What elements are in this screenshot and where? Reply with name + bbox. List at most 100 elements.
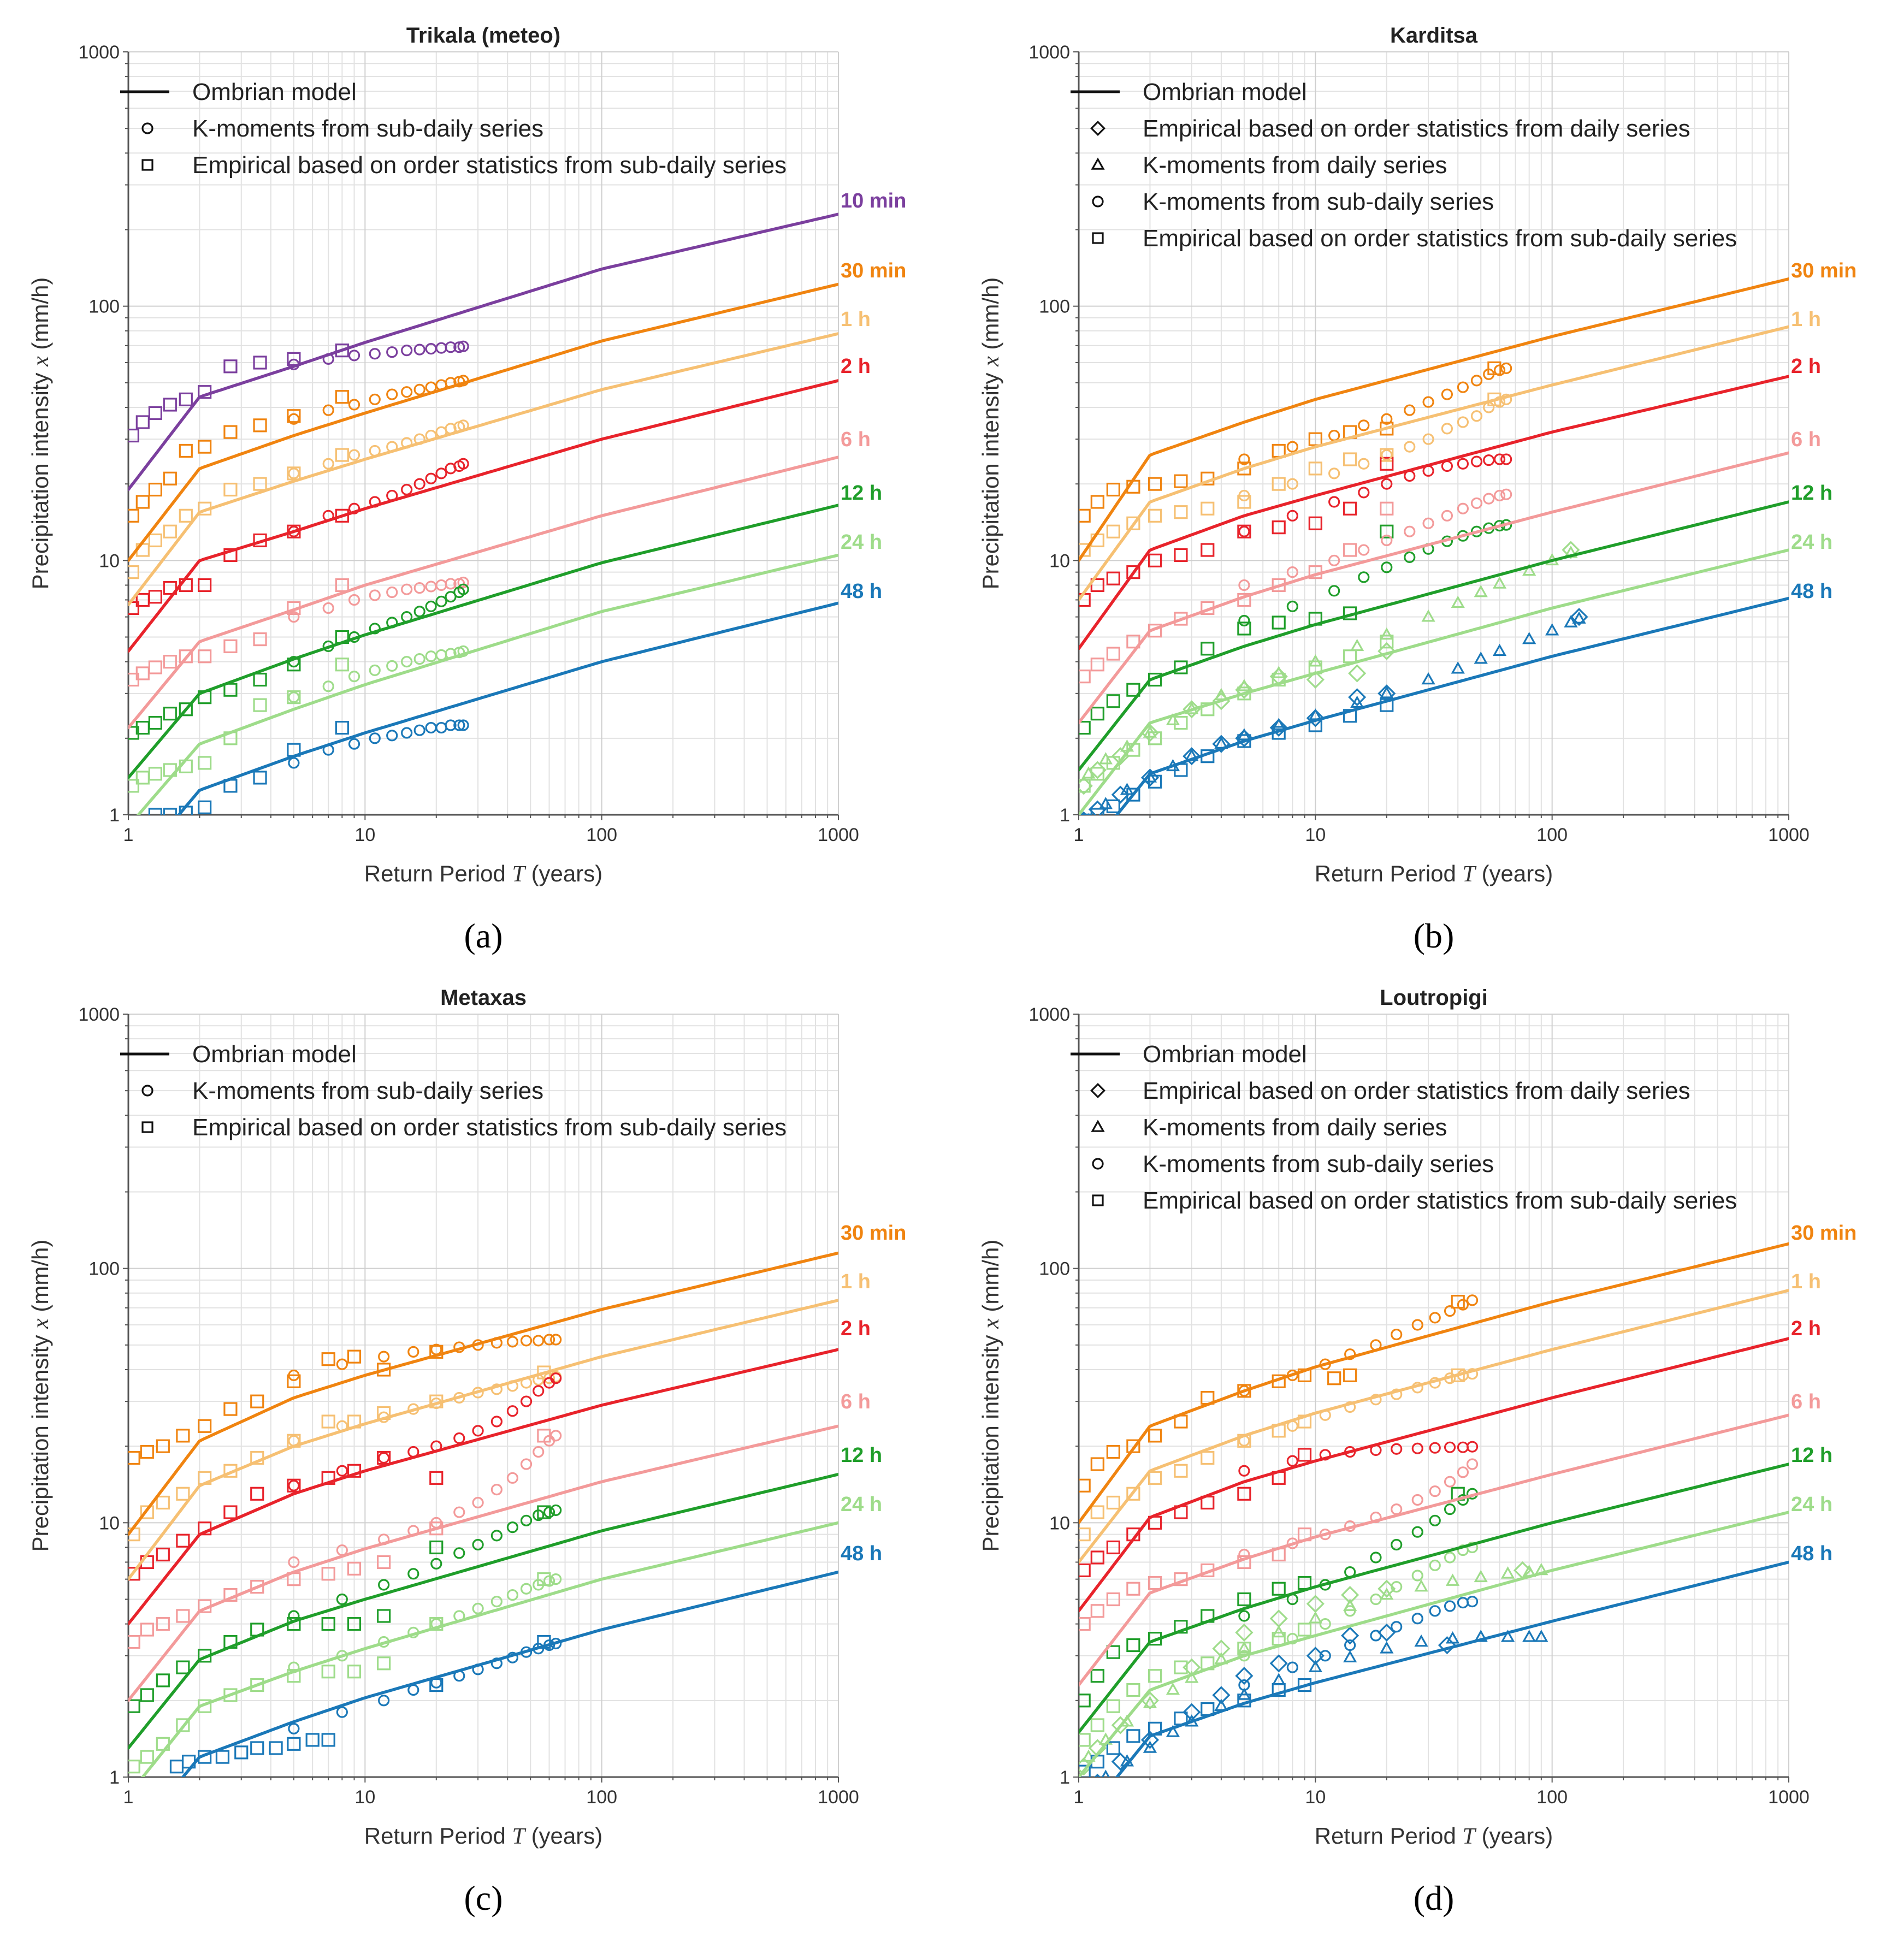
diamond-marker: [1269, 718, 1288, 737]
triangle-marker: [1350, 638, 1364, 652]
circle-marker: [1381, 561, 1393, 573]
x-axis-title: Return Period T (years): [1315, 1823, 1553, 1849]
y-axis-title: Precipitation intensity x (mm/h): [978, 1240, 1004, 1552]
legend-label: Empirical based on order statistics from…: [1143, 1077, 1690, 1104]
legend-item: Ombrian model: [1071, 1041, 1307, 1068]
legend-triangle-icon: [1091, 157, 1105, 170]
diamond-marker: [1570, 608, 1588, 626]
square-marker: [1079, 1527, 1091, 1542]
triangle-marker: [1474, 584, 1488, 597]
series-triangle-24-h: [1081, 1562, 1548, 1762]
circle-marker: [413, 344, 425, 356]
square-marker: [163, 524, 177, 538]
circle-marker: [490, 1595, 502, 1608]
square-marker: [163, 655, 177, 669]
series-square-1-h: [1079, 1368, 1465, 1542]
diamond-marker: [1341, 1626, 1359, 1645]
square-marker: [1126, 787, 1140, 802]
square-marker: [429, 1471, 444, 1485]
circle-marker: [1493, 489, 1506, 502]
model-curve-1-h: [128, 1299, 838, 1581]
square-marker: [1308, 432, 1322, 446]
series-diamond-48-h: [1080, 608, 1588, 815]
circle-marker: [1391, 1621, 1403, 1633]
circle-marker: [1422, 517, 1434, 529]
circle-marker: [386, 346, 398, 358]
triangle-marker: [1143, 1740, 1157, 1753]
circle-marker: [288, 467, 300, 479]
square-marker: [163, 581, 177, 595]
circle-marker: [401, 656, 413, 668]
x-tick-label: 1000: [1768, 1787, 1810, 1808]
y-tick-label: 100: [1039, 297, 1070, 317]
square-marker: [223, 1688, 238, 1702]
model-curve-2-h: [128, 379, 838, 653]
square-marker: [128, 565, 139, 579]
circle-marker: [1466, 1441, 1479, 1453]
circle-marker: [322, 458, 334, 470]
square-marker: [156, 1547, 170, 1562]
circle-marker: [425, 600, 437, 612]
circle-marker: [472, 1602, 484, 1614]
square-marker: [429, 1617, 444, 1631]
diamond-marker: [1378, 642, 1396, 660]
circle-marker: [1391, 1328, 1403, 1341]
square-marker: [1174, 474, 1188, 488]
square-marker: [140, 1623, 154, 1637]
legend-item: Empirical based on order statistics from…: [1092, 1187, 1737, 1214]
square-marker: [253, 356, 267, 370]
y-axis-unit: (mm/h): [27, 1240, 53, 1319]
circle-marker: [490, 1416, 502, 1428]
square-marker: [128, 779, 139, 793]
square-marker: [148, 406, 162, 420]
model-curve-48-h: [181, 1570, 838, 1777]
circle-marker: [288, 1556, 300, 1568]
circle-marker: [1470, 375, 1483, 387]
square-marker: [148, 660, 162, 674]
model-curve-24-h: [136, 553, 838, 815]
model-curve-1-h: [1079, 1289, 1789, 1564]
circle-marker: [413, 582, 425, 594]
circle-marker: [1358, 458, 1370, 470]
circle-marker: [1344, 1639, 1356, 1651]
circle-marker: [1441, 423, 1453, 435]
series-circle-30-min: [1238, 1294, 1479, 1397]
duration-label: 1 h: [841, 308, 871, 331]
square-marker: [250, 1579, 264, 1594]
square-marker: [253, 698, 267, 712]
circle-marker: [533, 1335, 545, 1347]
y-tick-label: 1000: [1028, 42, 1070, 63]
y-tick-label: 100: [1039, 1259, 1070, 1280]
circle-marker: [348, 350, 360, 362]
square-marker: [321, 1665, 335, 1679]
square-marker: [1343, 649, 1357, 664]
circle-marker: [1391, 1388, 1403, 1400]
series-square-1-h: [128, 448, 349, 579]
triangle-marker: [1237, 679, 1251, 691]
model-curve-6-h: [1079, 1413, 1789, 1687]
y-tick-label: 10: [1049, 550, 1070, 571]
circle-marker: [1483, 368, 1495, 380]
diamond-marker: [1111, 1716, 1130, 1734]
y-axis-unit: (mm/h): [978, 277, 1003, 357]
series-square-30-min: [1079, 361, 1501, 523]
circle-marker: [472, 1538, 484, 1551]
diamond-marker: [1111, 785, 1130, 804]
square-marker: [1079, 1563, 1091, 1578]
circle-marker: [369, 393, 381, 405]
legend-label: Empirical based on order statistics from…: [192, 152, 787, 179]
circle-marker: [445, 578, 457, 590]
gridlines: [128, 51, 839, 815]
circle-marker: [1441, 388, 1453, 400]
circle-marker: [1370, 1552, 1382, 1564]
triangle-marker: [1166, 1682, 1180, 1695]
triangle-marker: [1083, 1790, 1094, 1799]
square-marker: [1090, 578, 1104, 593]
duration-label: 10 min: [841, 190, 906, 212]
square-marker: [335, 720, 349, 735]
legend-square-icon: [141, 159, 153, 171]
panel-trikala-meteo: 1 10 100 1000 1 10 100 1000 Trikala (meteo) Retur…: [27, 23, 906, 955]
circle-marker: [506, 1521, 519, 1533]
series-square-48-h: [148, 720, 349, 815]
square-marker: [1272, 520, 1286, 535]
